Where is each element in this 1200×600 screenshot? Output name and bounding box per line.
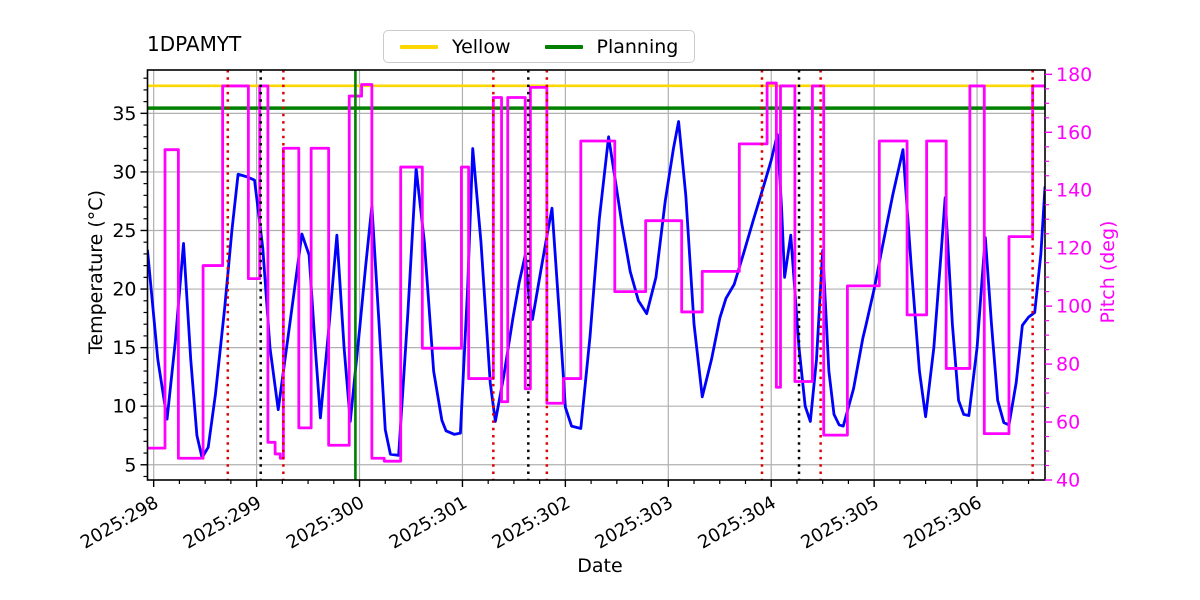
x-tick-label: 2025:301: [386, 492, 471, 553]
x-tick-label: 2025:300: [283, 492, 368, 553]
y-axis-label-temperature: Temperature (°C): [85, 190, 107, 354]
gridlines: [147, 70, 1045, 480]
chart-title: 1DPAMYT: [147, 32, 242, 56]
y-left-tick-label: 25: [112, 220, 136, 242]
y-left-tick-label: 10: [112, 396, 136, 418]
event-lines: [226, 70, 1034, 480]
legend-item-planning: Planning: [544, 35, 679, 58]
y-left-tick-label: 30: [112, 161, 136, 183]
planning-line-swatch: [544, 44, 583, 49]
x-tick-label: 2025:306: [900, 492, 985, 553]
y-right-tick-label: 140: [1056, 180, 1092, 202]
legend-label-planning: Planning: [596, 35, 679, 58]
y-left-tick-label: 35: [112, 103, 136, 125]
yellow-line-swatch: [400, 44, 438, 49]
y-right-tick-label: 60: [1056, 412, 1080, 434]
y-right-tick-label: 40: [1056, 470, 1080, 492]
y-right-tick-label: 120: [1056, 238, 1092, 260]
y-left-tick-label: 20: [112, 279, 136, 301]
y-right-tick-label: 160: [1056, 122, 1092, 144]
pitch-series-line: [147, 81, 1045, 463]
x-axis-label: Date: [577, 555, 623, 577]
x-tick-label: 2025:305: [797, 492, 882, 553]
x-tick-label: 2025:298: [77, 492, 162, 553]
legend: Yellow Planning: [383, 30, 696, 63]
x-tick-label: 2025:299: [180, 492, 265, 553]
y-right-tick-label: 80: [1056, 354, 1080, 376]
temperature-series-line: [147, 120, 1045, 460]
y-right-tick-label: 100: [1056, 296, 1092, 318]
x-tick-label: 2025:303: [592, 492, 677, 553]
series-group: [147, 81, 1045, 463]
y-right-tick-label: 180: [1056, 64, 1092, 86]
legend-label-yellow: Yellow: [452, 35, 511, 58]
y-left-tick-label: 5: [124, 454, 136, 476]
y-left-tick-label: 15: [112, 337, 136, 359]
y-axis-label-pitch: Pitch (deg): [1097, 220, 1119, 324]
limit-lines: [147, 84, 1045, 110]
plot-border: [146, 69, 1046, 481]
legend-item-yellow: Yellow: [400, 36, 511, 58]
x-tick-label: 2025:302: [489, 492, 574, 553]
x-tick-label: 2025:304: [695, 492, 780, 553]
